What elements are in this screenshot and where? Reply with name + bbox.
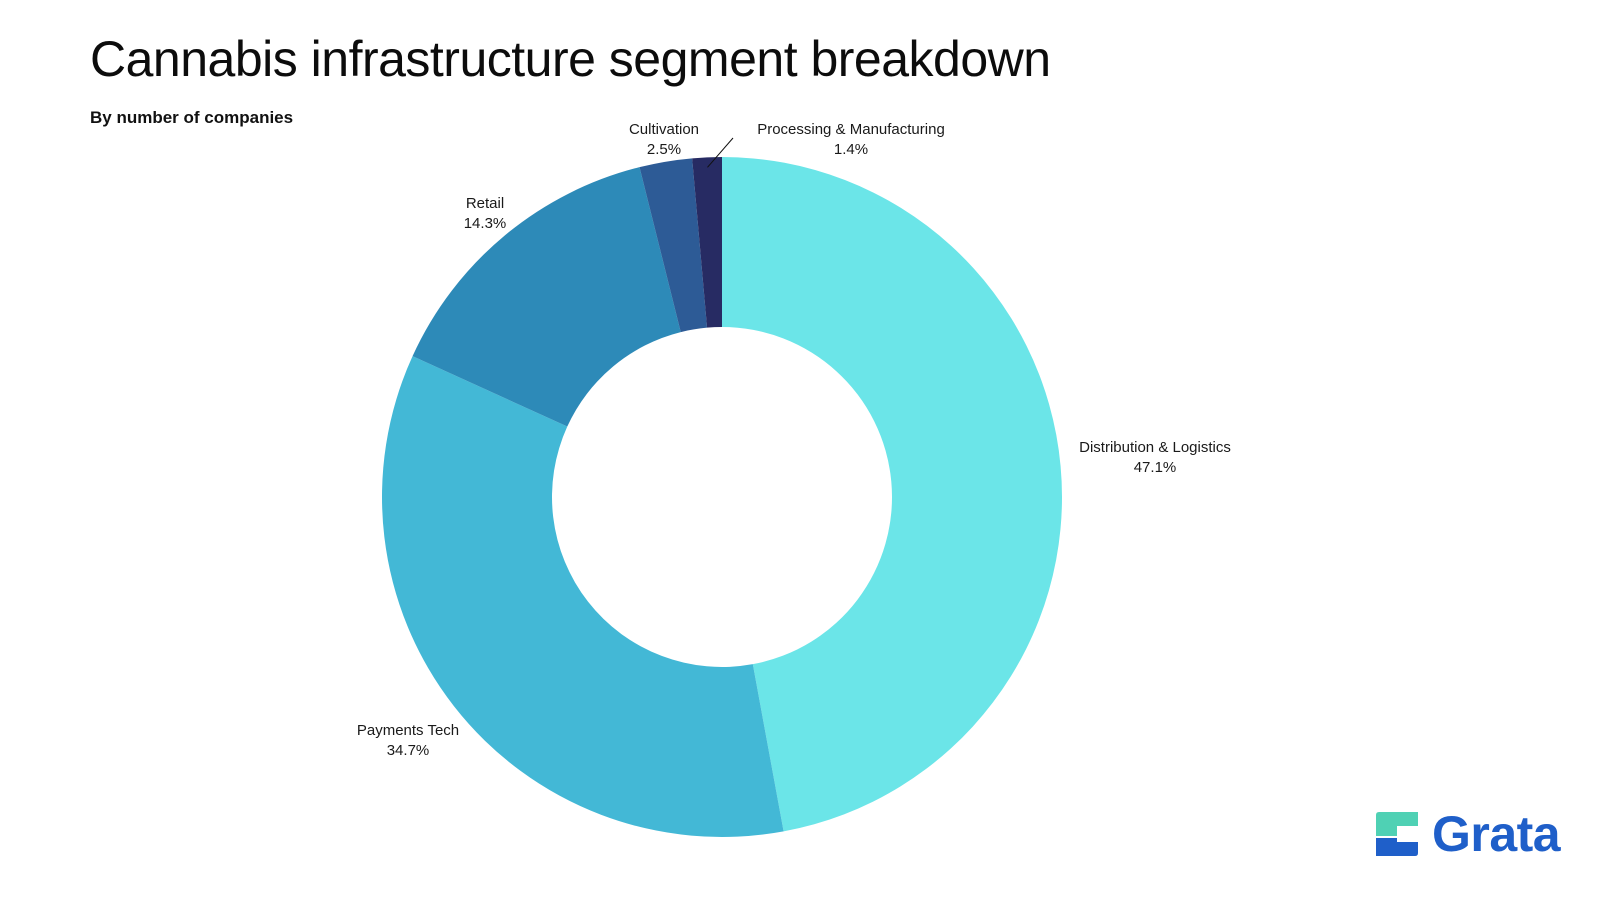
slice-label-value: 1.4% <box>834 141 868 158</box>
chart-title: Cannabis infrastructure segment breakdow… <box>90 31 1051 87</box>
slice-label: Payments Tech 34.7% <box>357 722 459 759</box>
logo-mark-bottom <box>1376 838 1418 856</box>
chart-subtitle: By number of companies <box>90 108 294 127</box>
leader-line <box>707 137 734 168</box>
donut-slice-processing-manufacturing <box>692 157 722 328</box>
slice-label-value: 34.7% <box>387 742 430 759</box>
grata-logo-text: Grata <box>1432 806 1561 862</box>
logo-mark-top <box>1376 812 1418 836</box>
donut-slice-payments-tech <box>381 356 784 837</box>
slice-label-name: Cultivation <box>629 121 699 138</box>
grata-logo-icon <box>1376 812 1418 856</box>
slice-label-name: Retail <box>466 195 504 212</box>
grata-logo: Grata <box>1376 806 1561 862</box>
donut-slice-distribution-logistics <box>722 157 1062 832</box>
slice-label: Cultivation 2.5% <box>629 121 699 158</box>
slice-label-name: Processing & Manufacturing <box>757 121 945 138</box>
slice-label: Retail 14.3% <box>464 195 507 232</box>
slice-label-value: 2.5% <box>647 141 681 158</box>
donut-slices <box>381 157 1062 837</box>
donut-slice-retail <box>412 167 681 427</box>
slice-label: Distribution & Logistics 47.1% <box>1079 439 1231 476</box>
leader-lines <box>707 137 734 168</box>
slice-label: Processing & Manufacturing 1.4% <box>757 121 945 158</box>
slice-label-name: Payments Tech <box>357 722 459 739</box>
slice-labels: Distribution & Logistics 47.1% Payments Te… <box>357 121 1231 759</box>
slice-label-value: 47.1% <box>1134 459 1177 476</box>
slice-label-name: Distribution & Logistics <box>1079 439 1231 456</box>
slice-label-value: 14.3% <box>464 215 507 232</box>
donut-slice-cultivation <box>639 158 708 333</box>
